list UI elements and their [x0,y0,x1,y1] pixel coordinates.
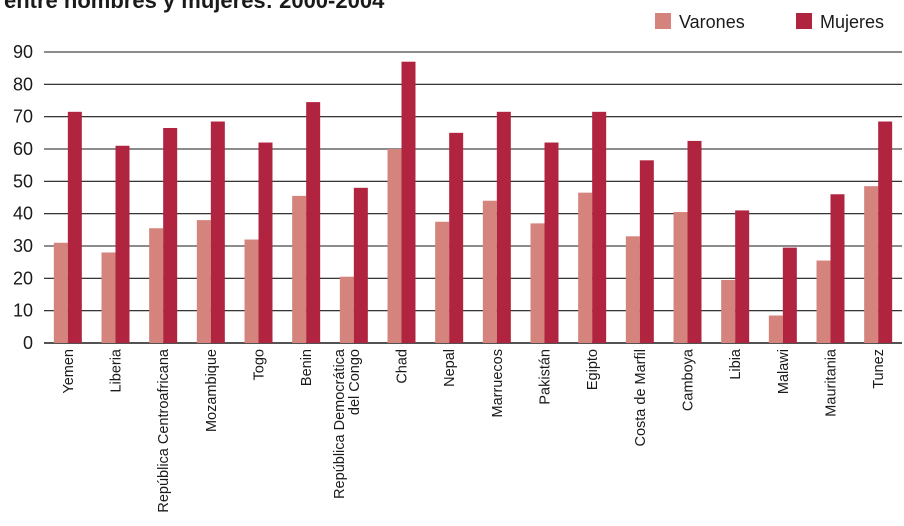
x-tick-label-line: Costa de Marfil [633,349,649,447]
y-tick-label: 70 [13,107,33,127]
bar-mujeres-1 [115,145,130,343]
x-tick-label-line: Chad [395,349,411,384]
x-tick-label: Costa de Marfil [633,349,649,447]
bar-mujeres-6 [353,187,368,343]
x-tick-label: Libia [728,348,744,380]
x-tick-label: Mauritania [824,348,840,417]
bar-mujeres-13 [687,140,702,343]
bar-varones-11 [578,192,593,343]
x-tick-label: Marruecos [490,349,506,418]
legend-label-varones: Varones [679,12,745,32]
x-tick-label: Togo [252,349,268,380]
y-tick-label: 20 [13,268,33,288]
bar-mujeres-15 [782,247,797,343]
x-tick-label: Nepal [442,349,458,387]
y-tick-label: 0 [23,333,33,353]
bar-mujeres-17 [878,121,893,344]
bar-varones-10 [530,223,545,343]
x-tick-label-line: Malawi [776,349,792,394]
x-tick-label: Pakistán [538,349,554,405]
x-tick-label: Benin [299,349,315,386]
legend: Varones Mujeres [655,12,884,32]
y-tick-label: 90 [13,42,33,62]
x-tick-label-line: Egipto [585,349,601,390]
x-tick-label: República Democrática del Congo [332,348,363,499]
bar-varones-9 [482,200,497,343]
y-tick-label: 60 [13,139,33,159]
x-tick-label: Camboya [681,348,697,411]
bar-varones-1 [101,252,116,343]
x-tick-label-line: Togo [252,349,268,380]
bar-varones-2 [149,228,164,343]
bar-varones-15 [768,315,783,343]
bar-varones-4 [244,239,259,343]
y-tick-label: 40 [13,204,33,224]
x-tick-label-line: Liberia [109,348,125,392]
x-tick-label: Malawi [776,349,792,394]
y-tick-label: 80 [13,74,33,94]
legend-label-mujeres: Mujeres [820,12,884,32]
x-tick-label: República Centroafricana [156,348,172,513]
x-tick-label-line: Nepal [442,349,458,387]
bar-mujeres-14 [735,210,750,343]
y-tick-label: 10 [13,301,33,321]
x-tick-label-line: Mauritania [824,348,840,417]
bar-mujeres-12 [639,160,654,343]
legend-swatch-mujeres [796,13,812,29]
x-tick-label: Egipto [585,349,601,390]
x-tick-label: Yemen [61,349,77,394]
x-tick-label: Mozambique [204,349,220,432]
gridlines [44,51,902,344]
bar-varones-7 [387,149,402,343]
legend-swatch-varones [655,13,671,29]
bar-mujeres-8 [449,132,464,343]
bar-mujeres-0 [67,111,82,343]
x-tick-label-line: Tunez [871,349,887,389]
bar-mujeres-16 [830,194,845,343]
bars [53,61,893,344]
x-tick-label-line: del Congo [347,349,363,415]
bar-mujeres-2 [163,127,178,343]
x-tick-label-line: Yemen [61,349,77,394]
bar-varones-3 [196,220,211,343]
bar-mujeres-11 [592,111,607,343]
bar-mujeres-7 [401,61,416,343]
bar-mujeres-10 [544,142,559,343]
x-tick-label: Chad [395,349,411,384]
bar-mujeres-5 [306,102,321,343]
x-tick-label: Tunez [871,349,887,389]
bar-mujeres-9 [496,111,511,343]
bar-varones-17 [864,186,879,343]
x-tick-label-line: Libia [728,348,744,380]
x-tick-label-line: Marruecos [490,349,506,418]
x-tick-label-line: Camboya [681,348,697,411]
x-axis: Yemen Liberia República Centroafricana Moza… [61,348,887,513]
y-axis: 0 10 20 30 40 50 60 70 80 90 [13,42,33,353]
x-tick-label-line: Benin [299,349,315,386]
x-tick-label-line: Mozambique [204,349,220,432]
chart-title-group: entre hombres y mujeres: 2000-2004 [4,0,385,13]
y-tick-label: 50 [13,171,33,191]
chart-title: entre hombres y mujeres: 2000-2004 [4,0,385,13]
bar-varones-14 [721,279,736,343]
bar-mujeres-4 [258,142,273,343]
bar-varones-12 [625,236,640,343]
bar-varones-6 [339,276,354,343]
bar-varones-8 [435,221,450,343]
y-tick-label: 30 [13,236,33,256]
bar-varones-0 [53,242,68,343]
bar-mujeres-3 [210,121,225,344]
bar-varones-13 [673,212,688,343]
x-tick-label-line: Pakistán [538,349,554,405]
bar-varones-16 [816,260,831,343]
x-tick-label-line: República Democrática [332,348,348,499]
bar-varones-5 [292,195,307,343]
x-tick-label-line: República Centroafricana [156,348,172,513]
x-tick-label: Liberia [109,348,125,392]
